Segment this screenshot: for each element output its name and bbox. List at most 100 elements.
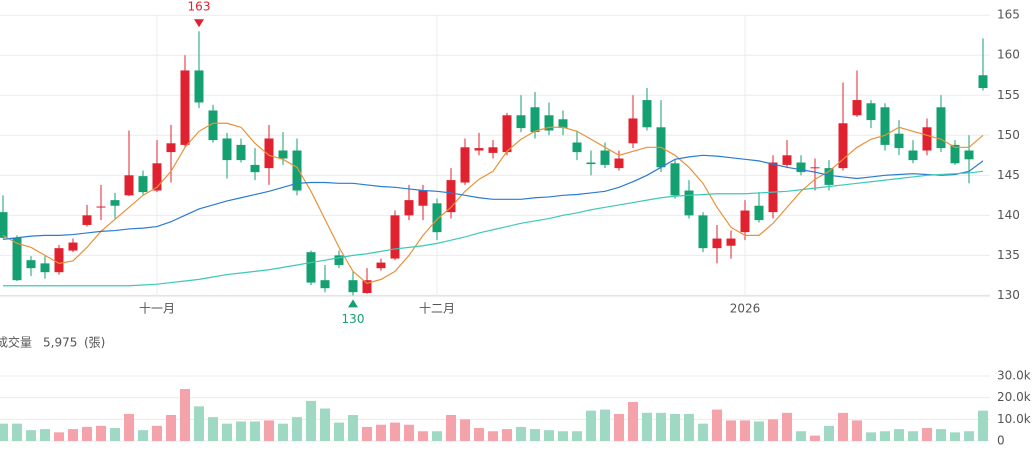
candle-body (82, 215, 92, 225)
volume-bar (558, 431, 568, 441)
volume-bar (544, 430, 554, 441)
volume-bar (446, 415, 456, 441)
candle-body (544, 115, 554, 131)
volume-bar (460, 419, 470, 441)
volume-bar (12, 423, 22, 441)
volume-bar (656, 412, 666, 441)
volume-bar (782, 412, 792, 441)
volume-bar (824, 425, 834, 441)
candle-body (306, 252, 316, 283)
candle-body (866, 103, 876, 121)
candle-body (460, 147, 470, 183)
candle-body (96, 206, 106, 208)
volume-bar (348, 415, 358, 441)
candle-body (54, 248, 64, 273)
y-tick-label: 0 (997, 434, 1005, 448)
volume-bar (166, 415, 176, 441)
min-marker (348, 299, 358, 308)
volume-bar (68, 429, 78, 441)
candle-body (852, 100, 862, 116)
candle-body (950, 144, 960, 164)
y-tick-label: 135 (997, 248, 1020, 262)
candle-body (964, 150, 974, 160)
volume-bar (96, 425, 106, 441)
volume-bar (866, 432, 876, 441)
moving-average-line (3, 170, 984, 287)
volume-bar (82, 426, 92, 441)
candle-body (796, 162, 806, 173)
volume-bar (628, 402, 638, 441)
candle-body (936, 107, 946, 149)
candle-body (922, 127, 932, 151)
volume-title: 成交量 (0, 335, 32, 350)
volume-bar (54, 432, 64, 441)
candle-body (362, 280, 372, 293)
volume-bar (362, 426, 372, 441)
volume-bar (880, 431, 890, 441)
volume-bar (642, 412, 652, 441)
candle-body (782, 155, 792, 165)
volume-bar (264, 420, 274, 441)
candle-body (236, 144, 246, 161)
candle-body (978, 75, 988, 89)
volume-bar (250, 421, 260, 441)
candle-body (810, 167, 820, 169)
volume-bar (852, 420, 862, 441)
volume-bar (922, 428, 932, 441)
volume-bar (768, 419, 778, 441)
y-tick-label: 145 (997, 168, 1020, 182)
volume-bar (390, 422, 400, 441)
candle-body (530, 107, 540, 133)
candle-body (908, 150, 918, 161)
volume-bar (138, 430, 148, 441)
candle-body (516, 115, 526, 129)
candle-body (586, 162, 596, 165)
candle-body (838, 123, 848, 169)
candle-body (390, 215, 400, 259)
x-tick-label: 十二月 (419, 302, 455, 316)
volume-bar (796, 431, 806, 441)
volume-bar (124, 413, 134, 441)
volume-bar (740, 420, 750, 441)
candle-body (376, 262, 386, 269)
moving-average-line (2, 154, 984, 240)
volume-bar (572, 431, 582, 441)
volume-bar (726, 420, 736, 441)
volume-bar (754, 421, 764, 441)
volume-bar (320, 408, 330, 441)
volume-bar (908, 431, 918, 441)
volume-bar (964, 431, 974, 441)
x-tick-label: 十一月 (139, 302, 175, 316)
y-tick-label: 160 (997, 48, 1020, 62)
candle-body (138, 176, 148, 193)
volume-bar (432, 431, 442, 441)
volume-bar (418, 431, 428, 441)
volume-bar (936, 429, 946, 441)
volume-bar (40, 429, 50, 441)
min-label: 130 (342, 312, 365, 326)
volume-bar (194, 406, 204, 441)
volume-bar (586, 410, 596, 441)
candle-body (628, 118, 638, 144)
volume-bar (600, 409, 610, 441)
y-tick-label: 155 (997, 88, 1020, 102)
candle-body (894, 133, 904, 149)
candle-body (488, 147, 498, 153)
candle-body (292, 150, 302, 191)
volume-bar (0, 423, 8, 441)
candle-body (880, 107, 890, 145)
x-tick-label: 2026 (730, 302, 761, 316)
volume-bar (278, 423, 288, 441)
volume-bar (488, 431, 498, 441)
candle-body (418, 190, 428, 206)
max-label: 163 (188, 0, 211, 14)
candle-body (180, 70, 190, 145)
y-tick-label: 165 (997, 8, 1020, 22)
volume-bar (474, 428, 484, 441)
candle-body (572, 142, 582, 153)
volume-bar (306, 400, 316, 441)
volume-bar (698, 423, 708, 441)
candle-body (600, 150, 610, 165)
volume-bar (614, 413, 624, 441)
candle-body (824, 168, 834, 185)
